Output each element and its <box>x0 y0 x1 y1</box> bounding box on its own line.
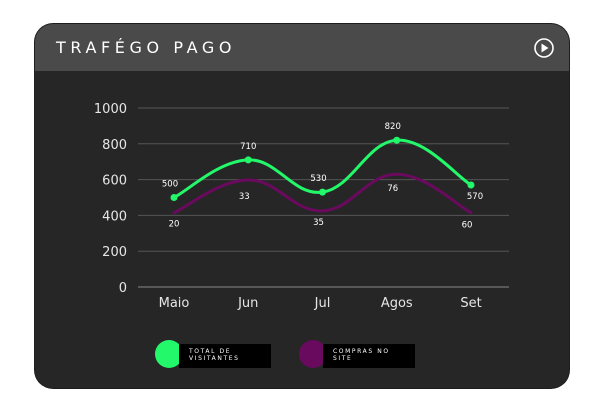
data-point <box>170 194 178 201</box>
x-tick-label: Agos <box>381 296 413 311</box>
x-axis-ticks: Maio Jun Jul Agos Set <box>159 296 482 311</box>
x-tick-label: Maio <box>159 296 190 311</box>
grid-lines <box>138 107 509 288</box>
play-icon[interactable] <box>534 38 554 58</box>
data-label-visitors: 500 <box>162 180 178 190</box>
x-tick-label: Set <box>460 296 481 311</box>
data-label-visitors: 570 <box>467 192 483 202</box>
x-tick-label: Jun <box>237 296 258 311</box>
y-tick-label: 800 <box>102 138 127 153</box>
legend-swatch-purchases <box>299 340 327 368</box>
legend-label-visitors: TOTAL DE VISITANTES <box>189 348 240 362</box>
y-axis-ticks: 0 200 400 600 800 1000 <box>94 102 127 296</box>
series-line-purchases <box>172 172 473 215</box>
data-label-purchases: 76 <box>387 184 398 194</box>
series-lines <box>170 136 475 215</box>
legend-label-purchases: COMPRAS NO SITE <box>333 348 390 362</box>
legend-box: TOTAL DE VISITANTES <box>179 344 271 368</box>
data-label-purchases: 20 <box>169 220 180 230</box>
y-tick-label: 400 <box>102 209 127 224</box>
data-label-purchases: 60 <box>462 221 473 231</box>
data-label-visitors: 710 <box>240 142 256 152</box>
data-point <box>393 136 401 144</box>
data-label-visitors: 820 <box>385 122 401 132</box>
y-tick-label: 1000 <box>94 102 127 117</box>
line-chart: 0 200 400 600 800 1000 Maio Jun Jul Agos Set 500 7… <box>94 102 509 311</box>
card-header: TRAFÉGO PAGO <box>35 24 569 71</box>
y-tick-label: 600 <box>102 174 127 189</box>
data-label-purchases: 35 <box>313 218 324 228</box>
x-tick-label: Jul <box>314 296 331 311</box>
page-title: TRAFÉGO PAGO <box>56 38 237 57</box>
y-tick-label: 200 <box>102 245 127 260</box>
chart-card: TRAFÉGO PAGO 0 200 400 600 800 1000 Maio Jun Ju… <box>35 24 569 388</box>
data-labels: 500 710 530 820 570 20 33 35 76 60 <box>162 122 483 230</box>
y-tick-label: 0 <box>119 281 127 296</box>
data-point <box>319 188 326 196</box>
legend-box: COMPRAS NO SITE <box>323 344 415 368</box>
legend-swatch-visitors <box>155 340 183 368</box>
data-point <box>244 156 252 164</box>
data-label-visitors: 530 <box>310 174 326 184</box>
data-point <box>467 181 475 189</box>
data-label-purchases: 33 <box>239 192 250 202</box>
